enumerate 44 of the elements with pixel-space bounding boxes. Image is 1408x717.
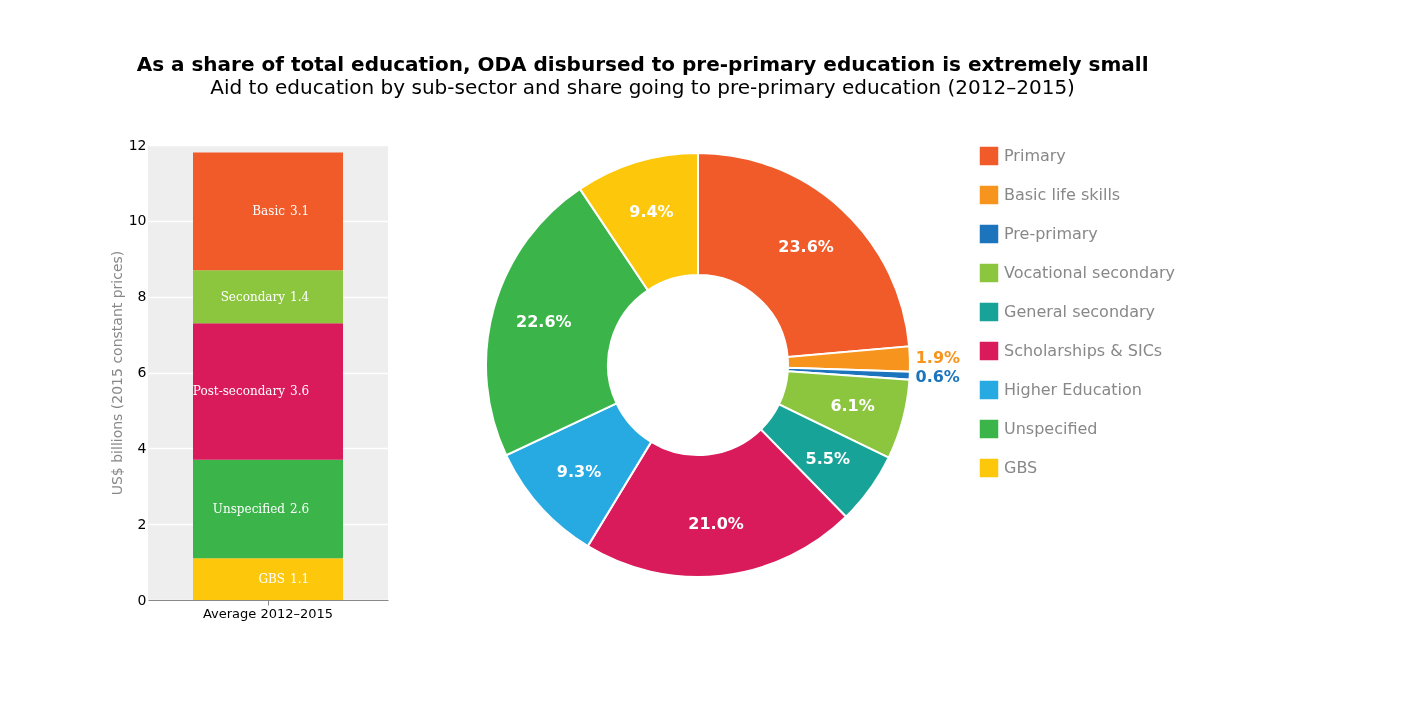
bar xyxy=(193,459,343,559)
text: Aid to education by sub-sector and share going to pre-primary education (2012–2015) xyxy=(210,75,1075,99)
y-tick-label: 6 xyxy=(137,364,147,380)
data-label: 2.6 xyxy=(290,502,310,516)
legend-label: GBS xyxy=(1004,458,1038,477)
series-label: Unspecified xyxy=(212,502,286,516)
data-label: 22.6% xyxy=(516,312,572,332)
legend-label: Basic life skills xyxy=(1004,185,1121,204)
series-label: GBS xyxy=(258,572,285,587)
y-tick-label: 12 xyxy=(128,136,147,153)
series-label: Secondary xyxy=(220,289,286,304)
y-tick-label: 2 xyxy=(137,515,147,532)
data-label: 21.0% xyxy=(688,513,744,533)
legend-label: General secondary xyxy=(1004,302,1156,321)
y-tick-label: 0 xyxy=(137,591,147,608)
text: As a share of total education, ODA disbursed to pre-primary education is extremely small xyxy=(136,52,1149,76)
legend-label: Vocational secondary xyxy=(1004,263,1175,282)
y-tick-label: 10 xyxy=(128,212,147,229)
bar xyxy=(193,323,343,460)
data-label: 3.1 xyxy=(290,204,310,219)
data-label: 1.1 xyxy=(290,572,310,587)
x-tick-label: Average 2012–2015 xyxy=(202,605,334,621)
bar xyxy=(193,558,343,600)
y-axis-title: US$ billions (2015 constant prices) xyxy=(108,250,125,496)
data-label: 9.4% xyxy=(629,201,674,221)
y-tick-label: 8 xyxy=(137,288,147,305)
data-label: 1.4 xyxy=(290,289,310,304)
data-label: 9.3% xyxy=(556,461,602,481)
y-tick-label: 4 xyxy=(137,439,147,456)
data-label: 1.9% xyxy=(915,348,961,368)
data-label: 23.6% xyxy=(778,237,834,256)
data-label: 3.6 xyxy=(290,384,310,399)
legend-label: Unspecified xyxy=(1004,419,1098,438)
legend-label: Higher Education xyxy=(1004,380,1142,399)
legend-label: Scholarships & SICs xyxy=(1004,341,1163,360)
series-label: Post-secondary xyxy=(192,384,286,399)
bar xyxy=(193,152,343,271)
legend-label: Primary xyxy=(1004,146,1066,165)
data-label: 5.5% xyxy=(805,448,850,468)
bar xyxy=(193,270,343,324)
legend-label: Pre-primary xyxy=(1004,224,1098,243)
data-label: 6.1% xyxy=(830,396,875,416)
data-label: 0.6% xyxy=(915,367,960,387)
series-label: Basic xyxy=(252,204,286,219)
